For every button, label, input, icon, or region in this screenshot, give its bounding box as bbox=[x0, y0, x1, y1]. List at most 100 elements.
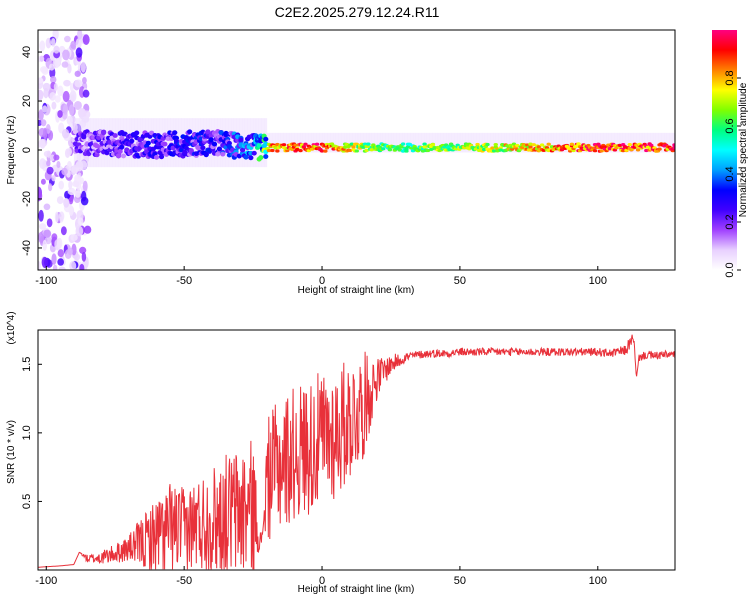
spectrogram-envelope-cell bbox=[586, 132, 590, 153]
spectrogram-envelope-cell bbox=[650, 132, 654, 153]
spectrogram-envelope-cell bbox=[374, 132, 378, 153]
spectrogram-envelope-cell bbox=[517, 132, 521, 153]
y-tick-label: 20 bbox=[21, 95, 33, 107]
spectrogram-ridge-cell bbox=[251, 150, 257, 156]
spectrogram-envelope-cell bbox=[390, 132, 394, 153]
spectrogram-noise-cell bbox=[79, 263, 85, 270]
y-tick-label: 0 bbox=[21, 147, 33, 153]
spectrogram-envelope-cell bbox=[288, 132, 292, 153]
spectrogram-ridge-cell bbox=[112, 133, 118, 138]
spectrogram-noise-cell bbox=[57, 249, 65, 258]
spectrogram-envelope-cell bbox=[302, 132, 306, 153]
y-tick-label: 0.5 bbox=[21, 494, 33, 509]
spectrogram-ridge-cell bbox=[270, 148, 275, 153]
spectrogram-ridge-cell bbox=[309, 147, 315, 151]
spectrogram-ridge-cell bbox=[134, 130, 140, 136]
spectrogram-ridge-cell bbox=[364, 148, 369, 152]
spectrogram-noise-cell bbox=[58, 266, 66, 270]
spectrogram-noise-cell bbox=[69, 90, 77, 102]
spectrogram-ridge-cell bbox=[544, 146, 550, 150]
colorbar-gradient bbox=[712, 30, 737, 270]
spectrogram-envelope-cell bbox=[415, 132, 419, 153]
spectrogram-envelope-cell bbox=[572, 132, 576, 153]
spectrogram-envelope-cell bbox=[82, 118, 86, 168]
spectrogram-ridge-cell bbox=[475, 142, 480, 147]
spectrogram-ridge-cell bbox=[104, 150, 110, 156]
x-tick-label: 50 bbox=[454, 575, 466, 587]
spectrogram-envelope-cell bbox=[459, 132, 463, 153]
spectrogram-envelope-cell bbox=[440, 132, 444, 153]
spectrogram-noise-cell bbox=[38, 77, 44, 84]
spectrogram-envelope-cell bbox=[548, 132, 552, 153]
spectrogram-ridge-cell bbox=[263, 141, 269, 147]
spectrogram-envelope-cell bbox=[470, 132, 474, 153]
spectrogram-envelope-cell bbox=[275, 132, 279, 153]
spectrogram-noise-cell bbox=[74, 70, 81, 77]
spectrogram-envelope-cell bbox=[597, 132, 601, 153]
spectrogram-ridge-cell bbox=[498, 148, 503, 152]
spectrogram-envelope-cell bbox=[556, 132, 560, 153]
spectrogram-envelope-cell bbox=[311, 132, 314, 153]
spectrogram-noise-cell bbox=[66, 115, 73, 126]
spectrogram-envelope-cell bbox=[231, 118, 235, 168]
spectrogram-envelope-cell bbox=[578, 132, 582, 153]
spectrogram-ridge-cell bbox=[546, 142, 551, 146]
spectrogram-noise-cell bbox=[74, 190, 81, 198]
spectrogram-ridge-cell bbox=[591, 146, 596, 150]
spectrogram-noise-cell bbox=[61, 167, 68, 176]
spectrogram-ridge-cell bbox=[298, 149, 303, 153]
spectrogram-ridge-cell bbox=[400, 142, 406, 146]
spectrogram-noise-cell bbox=[38, 138, 46, 149]
spectrogram-noise-cell bbox=[70, 233, 78, 242]
spectrogram-ridge-cell bbox=[314, 142, 320, 146]
y-tick-label: -20 bbox=[21, 191, 33, 207]
spectrogram-ridge-cell bbox=[536, 145, 541, 149]
spectrogram-envelope-cell bbox=[454, 132, 458, 153]
spectrogram-envelope-cell bbox=[319, 132, 323, 153]
spectrogram-ridge-cell bbox=[541, 148, 546, 152]
spectrogram-noise-cell bbox=[60, 226, 67, 236]
spectrogram-envelope-cell bbox=[277, 132, 281, 153]
spectrogram-ridge-cell bbox=[599, 149, 604, 153]
spectrogram-envelope-cell bbox=[357, 132, 361, 153]
spectrogram-envelope-cell bbox=[481, 132, 485, 153]
spectrogram-noise-cell bbox=[43, 229, 52, 238]
spectrogram-ridge-cell bbox=[481, 147, 487, 152]
spectrogram-noise-cell bbox=[67, 247, 73, 256]
spectrogram-ridge-cell bbox=[238, 137, 244, 143]
spectrogram-noise-cell bbox=[81, 251, 87, 262]
spectrogram-envelope-cell bbox=[443, 132, 447, 153]
spectrogram-envelope-cell bbox=[526, 132, 530, 153]
spectrogram-envelope-cell bbox=[297, 132, 301, 153]
spectrogram-noise-cell bbox=[83, 225, 92, 234]
spectrogram-ridge-cell bbox=[410, 149, 416, 153]
spectrogram-noise-cell bbox=[57, 258, 65, 266]
spectrogram-envelope-cell bbox=[79, 118, 83, 168]
spectrogram-noise-cell bbox=[38, 109, 44, 121]
spectrogram-envelope-cell bbox=[531, 132, 535, 153]
x-tick-label: -100 bbox=[35, 275, 57, 287]
spectrogram-envelope-cell bbox=[305, 132, 309, 153]
spectrogram-envelope-cell bbox=[371, 132, 375, 153]
spectrogram-ridge-cell bbox=[645, 145, 651, 149]
spectrogram-envelope-cell bbox=[561, 132, 565, 153]
spectrogram-envelope-cell bbox=[352, 132, 356, 153]
snr-series-line bbox=[37, 334, 676, 570]
spectrogram-ridge-cell bbox=[381, 147, 386, 151]
spectrogram-envelope-cell bbox=[421, 132, 425, 153]
spectrogram-ridge-cell bbox=[443, 143, 449, 147]
spectrogram-envelope-cell bbox=[313, 132, 317, 153]
spectrogram-envelope-cell bbox=[410, 132, 414, 153]
spectrogram-envelope-cell bbox=[495, 132, 499, 153]
spectrogram-ridge-cell bbox=[485, 142, 490, 147]
spectrogram-noise-cell bbox=[58, 211, 65, 222]
spectrogram-envelope-cell bbox=[451, 132, 455, 153]
colorbar-ticks: 0.0 0.2 0.4 0.6 0.8 bbox=[724, 70, 741, 278]
spectrogram-y-ticks: -40 -20 0 20 40 bbox=[21, 46, 42, 256]
spectrogram-ridge-cell bbox=[129, 138, 135, 144]
snr-x-ticks: -100 -50 0 50 100 bbox=[35, 566, 607, 587]
spectrogram-ridge-cell bbox=[275, 142, 280, 147]
spectrogram-ridge-cell bbox=[94, 143, 100, 149]
spectrogram-noise-cell bbox=[69, 82, 74, 92]
spectrogram-ridge-cell bbox=[490, 146, 495, 150]
